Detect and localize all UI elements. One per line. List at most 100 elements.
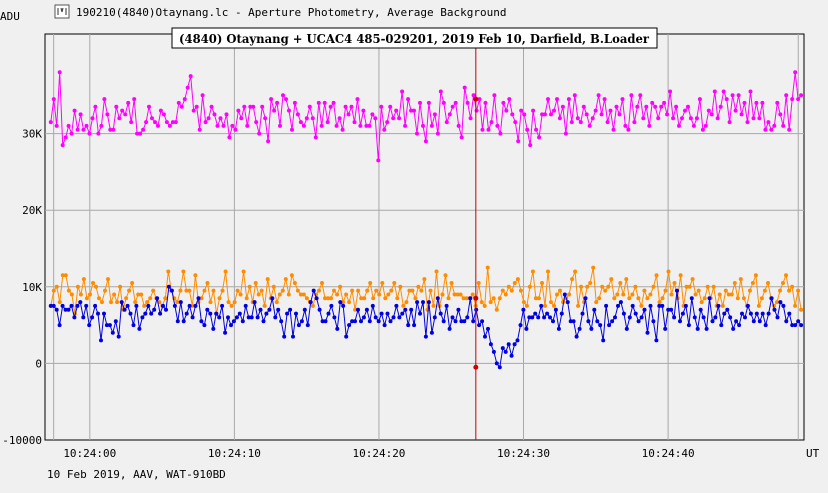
data-point-orange [133, 300, 138, 305]
chart-title-box [171, 27, 658, 49]
data-point-blue [320, 319, 325, 324]
data-point-magenta [563, 131, 568, 136]
data-point-orange [609, 277, 614, 282]
data-point-magenta [102, 97, 107, 102]
data-point-magenta [668, 89, 673, 94]
data-point-orange [594, 300, 599, 305]
data-point-magenta [272, 108, 277, 113]
data-point-orange [494, 307, 499, 312]
data-point-orange [320, 281, 324, 285]
data-point-blue [214, 311, 219, 316]
data-point-orange [533, 296, 538, 301]
data-point-orange [199, 296, 204, 301]
data-point-orange [386, 292, 391, 297]
data-point-orange [256, 292, 261, 297]
data-point-orange [106, 277, 110, 282]
data-point-magenta [531, 108, 536, 113]
data-point-magenta [266, 139, 271, 144]
data-point-blue [66, 307, 71, 312]
data-point-magenta [522, 112, 527, 117]
data-point-orange [434, 269, 439, 274]
data-point-magenta [742, 100, 747, 105]
data-point-orange [362, 296, 367, 301]
data-point-blue [509, 353, 514, 358]
data-point-orange [750, 281, 755, 285]
data-point-orange [112, 292, 117, 297]
y-tick-label: 0 [35, 357, 42, 370]
data-point-blue [104, 323, 109, 328]
data-point-magenta [200, 93, 205, 98]
data-point-orange [741, 296, 746, 301]
data-point-blue [329, 303, 334, 308]
data-point-blue [57, 323, 62, 328]
data-point-orange [576, 303, 581, 308]
data-point-orange [97, 296, 101, 301]
data-point-magenta [465, 100, 470, 105]
data-point-magenta [528, 143, 533, 148]
data-point-magenta [450, 104, 455, 109]
data-point-magenta [287, 108, 291, 113]
data-point-magenta [745, 120, 750, 125]
x-axis-ticks: 10:24:00 10:24:10 10:24:20 10:24:30 10:24:40 [63, 447, 694, 460]
data-point-magenta [343, 104, 348, 109]
data-point-magenta [641, 116, 646, 121]
data-point-blue [350, 319, 355, 324]
data-point-magenta [453, 100, 458, 105]
data-point-blue [323, 319, 328, 324]
data-point-magenta [325, 120, 330, 125]
data-point-magenta [248, 104, 253, 109]
data-point-orange [295, 288, 300, 293]
data-point-orange [618, 281, 623, 285]
data-point-blue [326, 311, 331, 316]
data-point-orange [127, 288, 132, 293]
data-point-magenta [257, 131, 262, 136]
data-point-blue [515, 338, 520, 343]
data-point-blue [246, 315, 251, 320]
data-point-orange [374, 288, 379, 293]
data-point-orange [573, 269, 578, 274]
data-point-orange [784, 273, 788, 278]
data-point-blue [565, 300, 570, 305]
data-point-blue [571, 319, 576, 324]
data-point-blue [69, 303, 74, 308]
data-point-magenta [650, 100, 655, 105]
data-point-orange [512, 281, 517, 285]
data-point-blue [134, 303, 139, 308]
data-point-orange [229, 303, 234, 308]
data-point-orange [259, 288, 264, 293]
data-point-orange [488, 300, 493, 305]
data-point-blue [589, 326, 594, 331]
data-point-magenta [674, 104, 679, 109]
data-point-magenta [367, 123, 372, 128]
data-point-magenta [123, 112, 128, 117]
data-point-blue [90, 315, 95, 320]
data-point-orange [630, 292, 635, 297]
data-point-blue [199, 319, 204, 324]
data-point-blue [332, 315, 337, 320]
data-point-magenta [629, 93, 634, 98]
data-point-blue [601, 338, 606, 343]
data-point-orange [407, 288, 412, 293]
data-point-blue [743, 315, 747, 320]
data-point-blue [338, 300, 343, 305]
marker-point-orange [473, 295, 479, 301]
data-point-orange [323, 296, 327, 301]
data-point-blue [385, 311, 390, 316]
data-point-blue [686, 323, 691, 328]
data-point-blue [595, 319, 600, 324]
data-point-magenta [757, 116, 762, 121]
data-point-blue [725, 307, 730, 312]
data-point-blue [406, 323, 411, 328]
data-point-magenta [194, 104, 199, 109]
data-point-magenta [459, 135, 464, 140]
data-point-magenta [492, 93, 497, 98]
data-point-orange [476, 281, 481, 285]
data-point-blue [116, 334, 121, 339]
data-point-magenta [662, 100, 667, 105]
data-point-orange [543, 303, 547, 308]
data-point-blue [748, 311, 753, 316]
data-point-orange [738, 277, 743, 282]
data-point-magenta [721, 89, 726, 94]
data-point-orange [289, 273, 294, 278]
data-point-magenta [730, 93, 735, 98]
